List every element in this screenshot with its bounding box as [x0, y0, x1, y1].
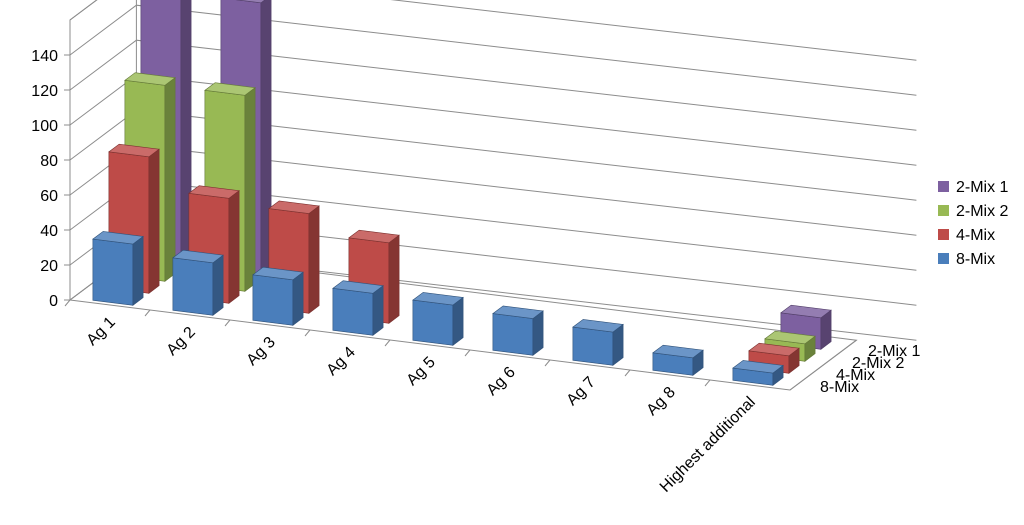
x-tick-label: Ag 7: [564, 374, 599, 409]
x-tick-label: Ag 8: [644, 384, 679, 419]
x-tick-label: Ag 3: [244, 334, 279, 369]
x-tick-label: Ag 2: [164, 324, 199, 359]
y-tick-label: 140: [31, 48, 58, 65]
depth-tick-label: 2-Mix 1: [868, 343, 921, 360]
gridline: [69, 39, 917, 131]
legend-item: 4-Mix: [938, 227, 995, 244]
depth-tick-label: 4-Mix: [836, 367, 875, 384]
gridline: [69, 4, 917, 96]
x-tick-label: Ag 4: [324, 344, 359, 379]
bar-8-mix-ag-4: [332, 280, 384, 336]
y-tick-label: 100: [31, 118, 58, 135]
y-tick-label: 60: [40, 188, 58, 205]
y-tick-label: 80: [40, 153, 58, 170]
depth-axis-line: [789, 339, 857, 391]
x-tick-label: Ag 5: [404, 354, 439, 389]
x-tick-mark: [624, 369, 631, 377]
legend-label: 2-Mix 1: [956, 179, 1009, 196]
x-tick-mark: [704, 379, 711, 387]
bar-8-mix-ag-3: [252, 266, 304, 326]
bar-8-mix-ag-7: [572, 319, 624, 366]
bar-8-mix-ag-2: [172, 249, 224, 316]
x-tick-mark: [544, 359, 551, 367]
legend-item: 2-Mix 2: [938, 203, 1009, 220]
legend-label: 2-Mix 2: [956, 203, 1009, 220]
x-tick-label: Ag 1: [84, 314, 119, 349]
depth-tick-label: 2-Mix 2: [852, 355, 905, 372]
bar-8-mix-ag-1: [92, 231, 144, 306]
bar-8-mix-highest-additional: [732, 360, 784, 386]
y-tick-label: 20: [40, 258, 58, 275]
x-tick-mark: [64, 299, 71, 307]
y-tick-label: 40: [40, 223, 58, 240]
depth-tick-label: 8-Mix: [820, 379, 859, 396]
x-tick-mark: [304, 329, 311, 337]
bar-8-mix-ag-5: [412, 292, 464, 346]
y-tick-label: 0: [49, 293, 58, 310]
legend-label: 8-Mix: [956, 251, 995, 268]
x-tick-mark: [384, 339, 391, 347]
legend-item: 8-Mix: [938, 251, 995, 268]
y-tick-label: 120: [31, 83, 58, 100]
x-tick-label: Highest additional: [657, 394, 759, 496]
bar-8-mix-ag-6: [492, 305, 544, 356]
legend: 2-Mix 1 2-Mix 2 4-Mix 8-Mix: [938, 179, 1009, 268]
y-axis: 0 20 40 60 80 100 120 140: [31, 45, 71, 310]
legend-swatch: [938, 229, 949, 240]
legend-swatch: [938, 205, 949, 216]
legend-swatch: [938, 181, 949, 192]
legend-swatch: [938, 253, 949, 264]
legend-label: 4-Mix: [956, 227, 995, 244]
x-tick-mark: [144, 309, 151, 317]
legend-item: 2-Mix 1: [938, 179, 1009, 196]
bars: [92, 0, 832, 386]
x-axis: Ag 1 Ag 2 Ag 3 Ag 4 Ag 5 Ag 6 Ag 7 Ag 8Highest …: [64, 299, 759, 496]
x-tick-mark: [464, 349, 471, 357]
x-tick-mark: [224, 319, 231, 327]
gridline: [69, 0, 917, 61]
bar-8-mix-ag-8: [652, 344, 704, 376]
x-tick-label: Ag 6: [484, 364, 519, 399]
